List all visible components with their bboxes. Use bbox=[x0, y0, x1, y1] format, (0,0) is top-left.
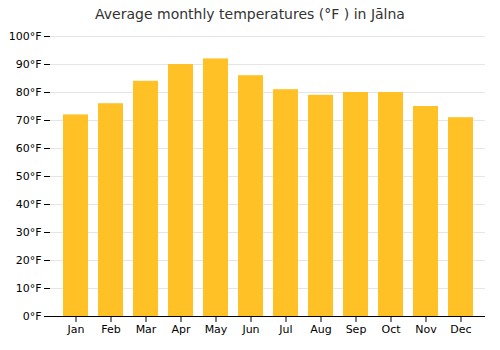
svg-text:May: May bbox=[205, 323, 228, 336]
svg-text:30°F: 30°F bbox=[16, 226, 42, 239]
svg-text:Jul: Jul bbox=[278, 323, 292, 336]
svg-text:Oct: Oct bbox=[381, 323, 401, 336]
svg-text:0°F: 0°F bbox=[23, 310, 42, 323]
svg-text:Mar: Mar bbox=[136, 323, 157, 336]
html-text:Average monthly temperatures (: Average monthly temperatures (°F ) in Jā… bbox=[95, 6, 405, 22]
svg-text:Aug: Aug bbox=[310, 323, 331, 336]
svg-text:Jun: Jun bbox=[241, 323, 259, 336]
svg-text:Sep: Sep bbox=[346, 323, 367, 336]
svg-text:80°F: 80°F bbox=[16, 86, 42, 99]
svg-text:Dec: Dec bbox=[450, 323, 471, 336]
svg-text:Apr: Apr bbox=[171, 323, 191, 336]
svg-text:40°F: 40°F bbox=[16, 198, 42, 211]
svg-text:100°F: 100°F bbox=[9, 30, 42, 43]
svg-text:90°F: 90°F bbox=[16, 58, 42, 71]
svg-text:50°F: 50°F bbox=[16, 170, 42, 183]
svg-text:20°F: 20°F bbox=[16, 254, 42, 267]
svg-text:60°F: 60°F bbox=[16, 142, 42, 155]
svg-text:Nov: Nov bbox=[415, 323, 437, 336]
svg-text:Jan: Jan bbox=[67, 323, 85, 336]
svg-text:10°F: 10°F bbox=[16, 282, 42, 295]
svg-text:Feb: Feb bbox=[101, 323, 120, 336]
svg-text:70°F: 70°F bbox=[16, 114, 42, 127]
